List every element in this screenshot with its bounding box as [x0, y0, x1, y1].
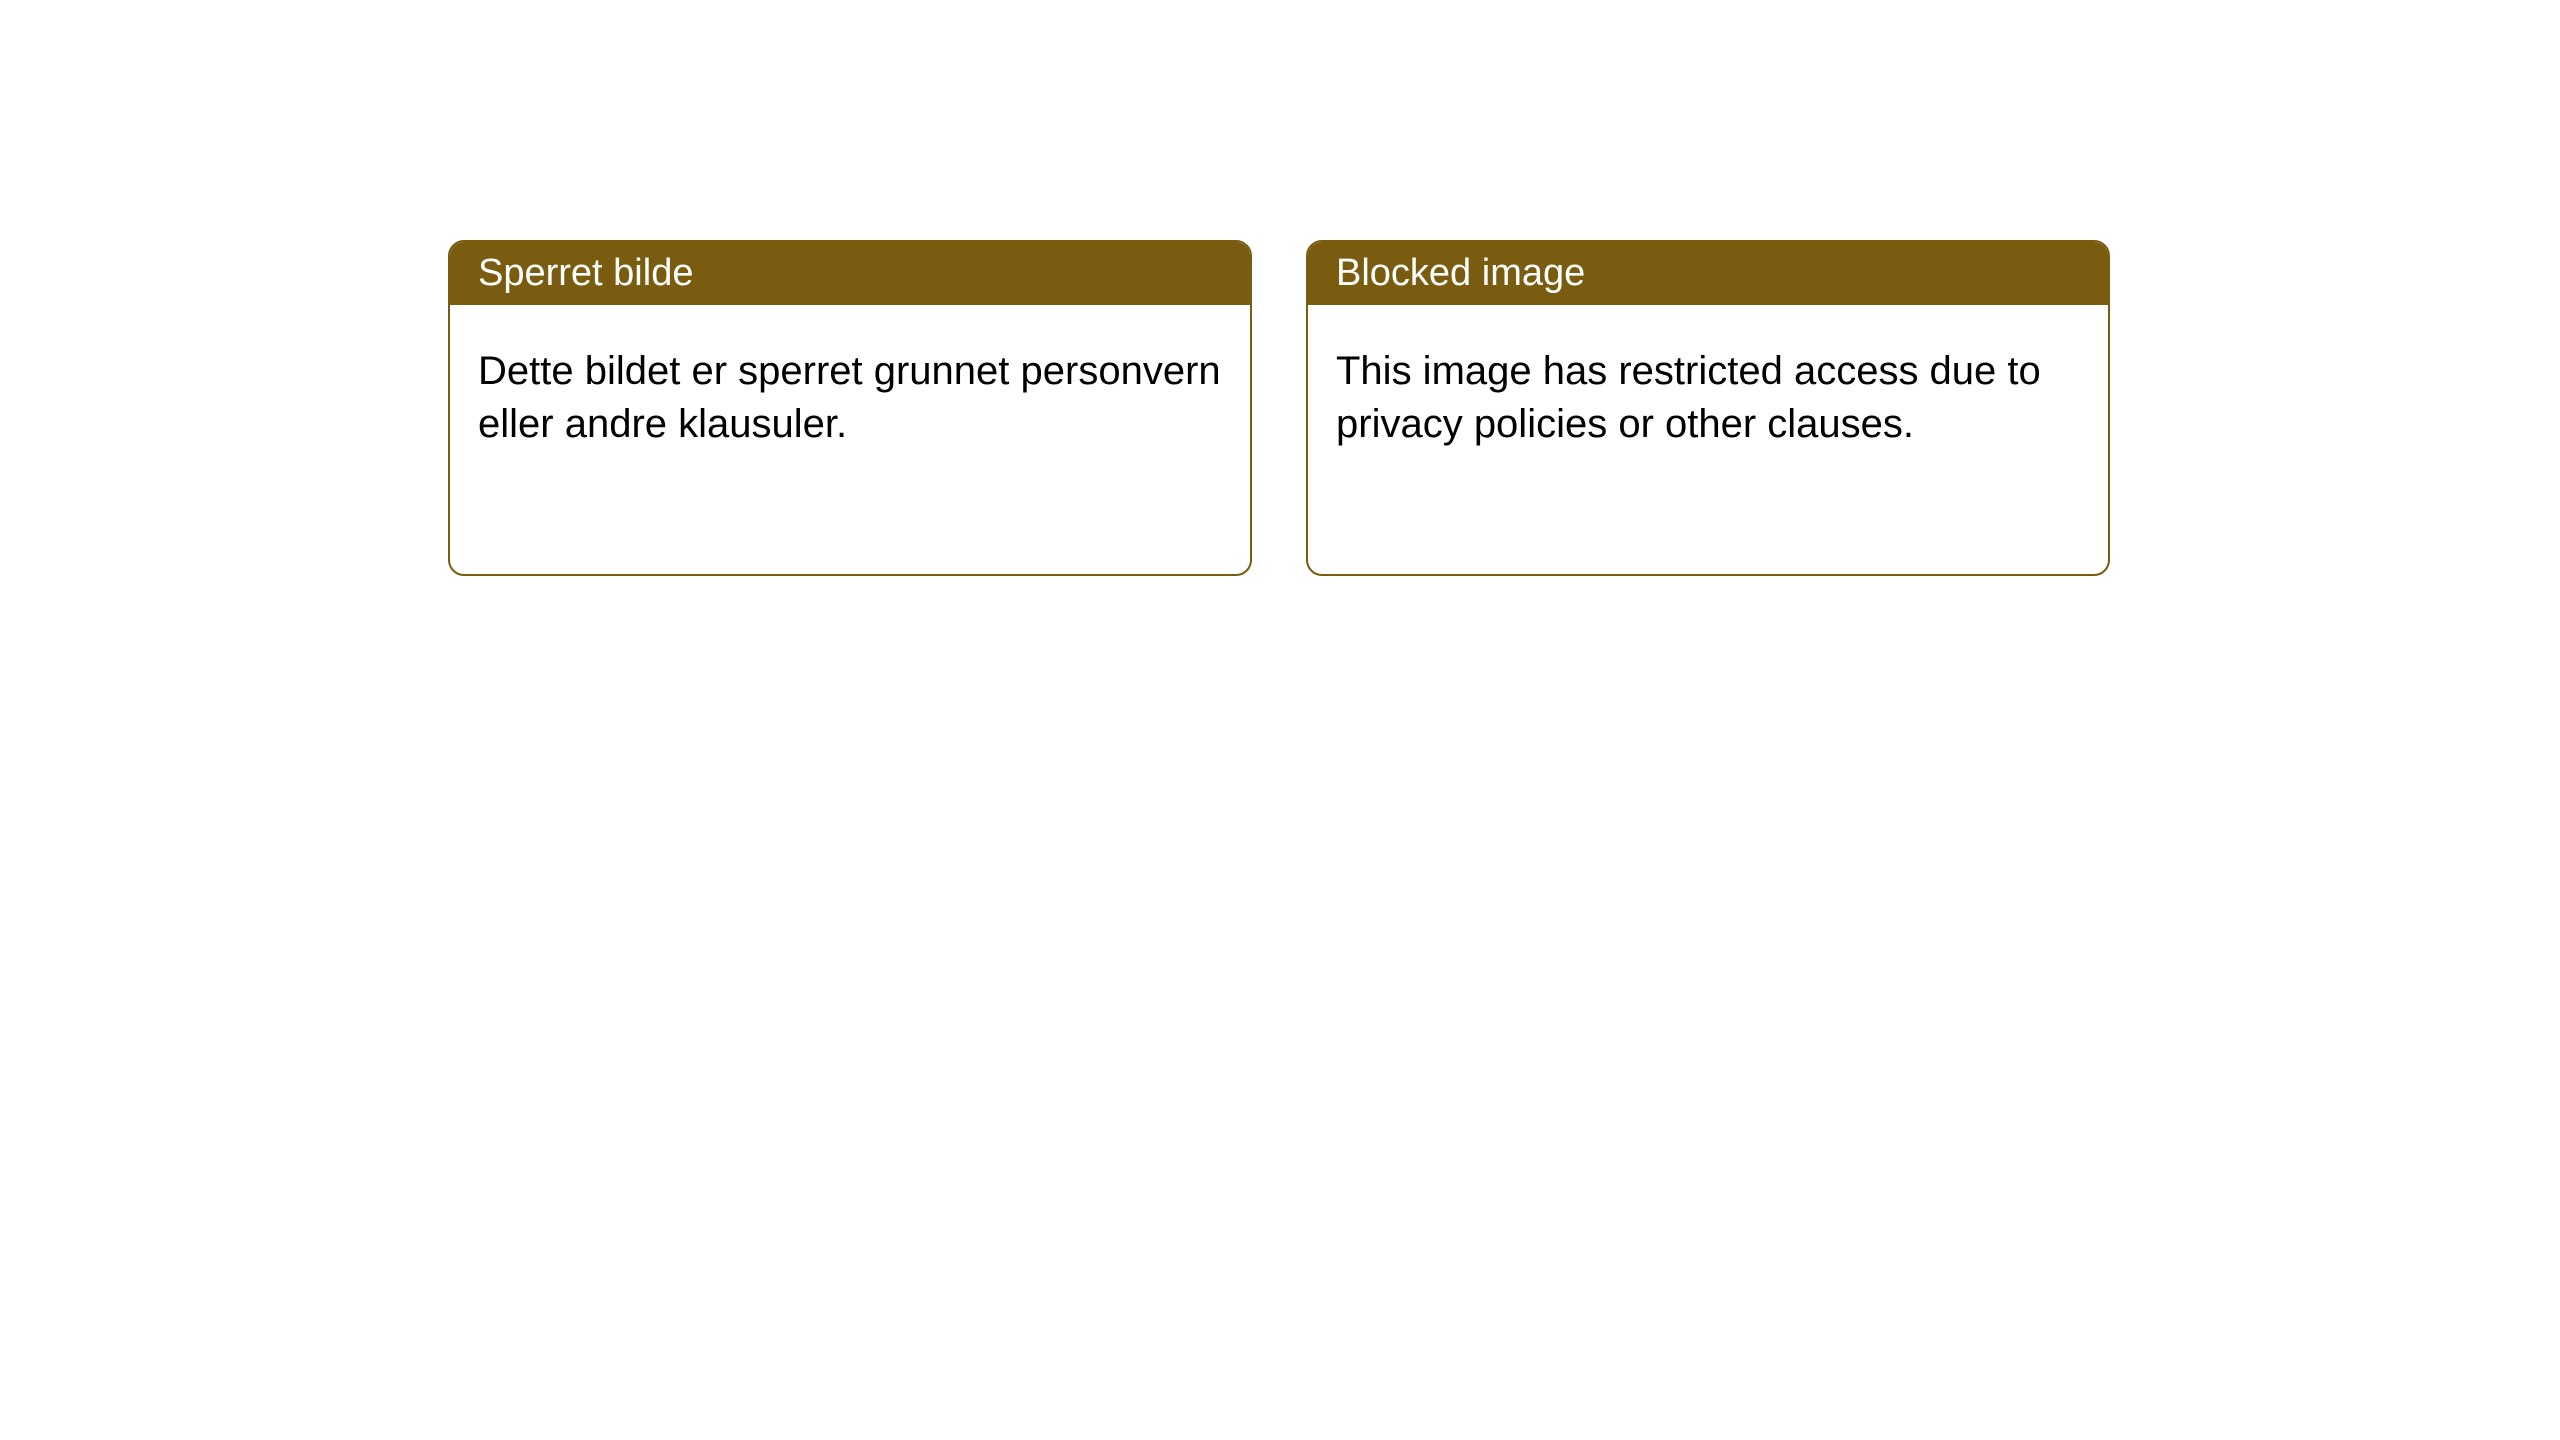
notice-title: Sperret bilde [450, 242, 1250, 305]
notice-body: Dette bildet er sperret grunnet personve… [450, 305, 1250, 491]
notice-body: This image has restricted access due to … [1308, 305, 2108, 491]
notice-card-english: Blocked image This image has restricted … [1306, 240, 2110, 576]
notice-card-norwegian: Sperret bilde Dette bildet er sperret gr… [448, 240, 1252, 576]
notice-title: Blocked image [1308, 242, 2108, 305]
notice-container: Sperret bilde Dette bildet er sperret gr… [0, 0, 2560, 576]
